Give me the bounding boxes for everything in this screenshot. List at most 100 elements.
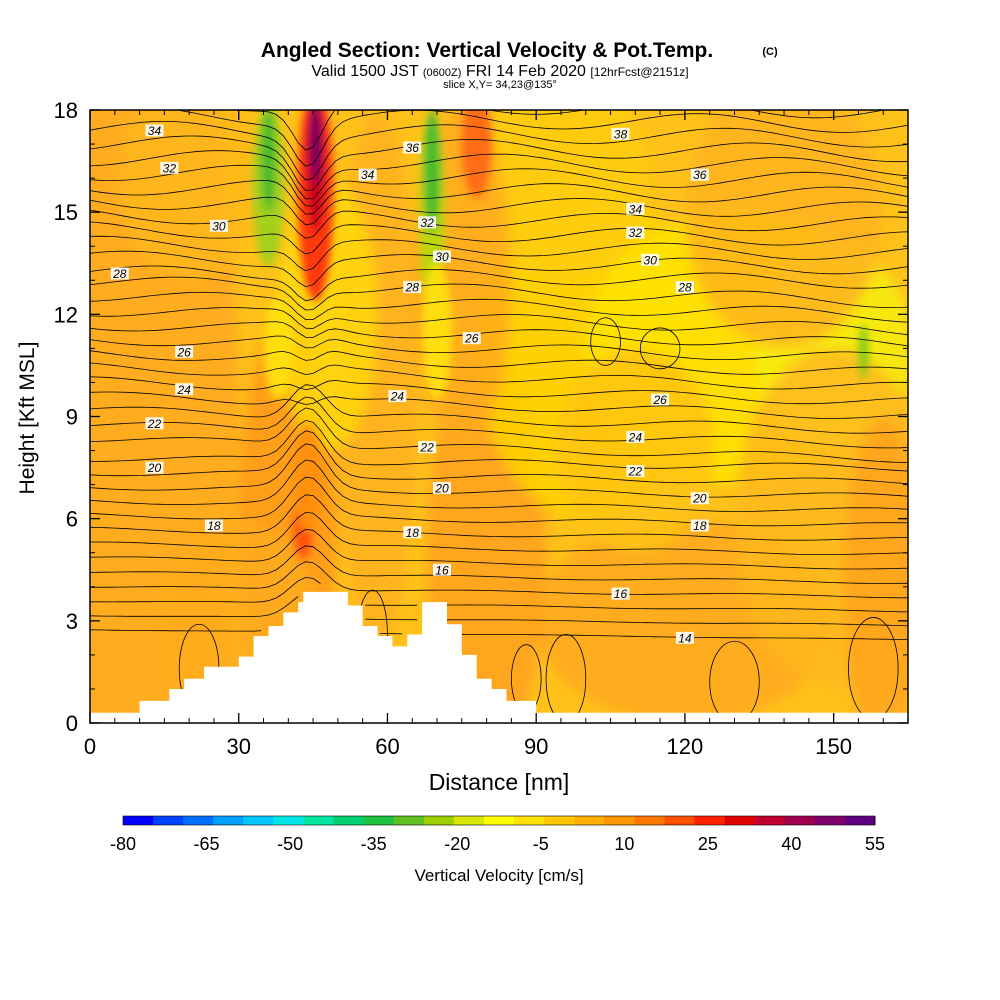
theta-contour-label: 18 bbox=[403, 526, 422, 540]
colorbar-tick-label: -5 bbox=[533, 834, 549, 854]
velocity-region bbox=[471, 110, 651, 281]
colorbar-swatch bbox=[724, 816, 756, 825]
theta-contour-cell bbox=[590, 317, 621, 366]
theta-contour-label: 24 bbox=[626, 430, 645, 444]
colorbar-swatch bbox=[363, 816, 395, 825]
theta-contour-label: 34 bbox=[626, 202, 645, 216]
updraft-core bbox=[461, 110, 492, 199]
svg-text:22: 22 bbox=[419, 441, 434, 455]
x-tick-label: 30 bbox=[226, 734, 250, 759]
svg-text:28: 28 bbox=[112, 267, 127, 281]
theta-contour-line bbox=[90, 459, 908, 512]
theta-contour-cell bbox=[639, 327, 681, 370]
svg-text:32: 32 bbox=[163, 161, 177, 175]
svg-text:34: 34 bbox=[361, 168, 375, 182]
svg-text:18: 18 bbox=[207, 519, 221, 533]
theta-contour-line bbox=[90, 511, 908, 555]
x-tick-label: 0 bbox=[84, 734, 96, 759]
theta-contour-line bbox=[90, 419, 908, 472]
colorbar-tick-label: 55 bbox=[865, 834, 885, 854]
colorbar-swatch bbox=[303, 816, 335, 825]
theta-contour-line bbox=[90, 561, 908, 599]
theta-contour-label: 22 bbox=[145, 417, 164, 431]
svg-text:28: 28 bbox=[405, 281, 420, 295]
colorbar-tick-label: 40 bbox=[781, 834, 801, 854]
theta-contour-line bbox=[90, 545, 908, 584]
theta-contour-line bbox=[90, 350, 908, 375]
svg-text:14: 14 bbox=[678, 631, 692, 645]
chart-subtitle: Valid 1500 JST (0600Z) FRI 14 Feb 2020 [… bbox=[311, 63, 688, 80]
colorbar-swatch bbox=[183, 816, 214, 825]
theta-contour-line bbox=[90, 150, 908, 200]
theta-contour-label: 16 bbox=[611, 587, 630, 601]
theta-contour-label: 32 bbox=[626, 226, 645, 240]
theta-contour-line bbox=[90, 164, 908, 207]
colorbar-swatch bbox=[123, 816, 154, 825]
svg-text:30: 30 bbox=[644, 253, 658, 267]
theta-contour-label: 34 bbox=[145, 124, 164, 138]
svg-text:30: 30 bbox=[435, 250, 449, 264]
theta-contour-label: 32 bbox=[160, 161, 179, 175]
colorbar-swatch bbox=[333, 816, 365, 825]
theta-contour-label: 32 bbox=[418, 216, 437, 230]
theta-contour-label: 28 bbox=[403, 281, 422, 295]
theta-contour-line bbox=[90, 276, 908, 311]
colorbar-frame bbox=[122, 815, 876, 826]
svg-text:26: 26 bbox=[177, 345, 192, 359]
theta-contour-line bbox=[90, 528, 908, 570]
svg-text:24: 24 bbox=[390, 390, 405, 404]
x-axis: 0 30 60 90 120 150 bbox=[84, 110, 884, 759]
svg-text:38: 38 bbox=[614, 127, 628, 141]
theta-contour-label: 24 bbox=[388, 390, 407, 404]
x-tick-label: 120 bbox=[667, 734, 704, 759]
theta-contour-line bbox=[90, 321, 908, 347]
svg-text:18: 18 bbox=[406, 526, 420, 540]
theta-contour-label: 20 bbox=[432, 482, 451, 496]
theta-contour-label: 22 bbox=[418, 441, 437, 455]
colorbar-label: Vertical Velocity [cm/s] bbox=[414, 866, 583, 885]
updraft-core bbox=[261, 110, 276, 213]
subtitle-utc: (0600Z) bbox=[423, 67, 462, 79]
y-tick-label: 0 bbox=[66, 711, 78, 736]
theta-contour-line bbox=[90, 135, 908, 192]
svg-text:22: 22 bbox=[147, 417, 162, 431]
theta-contour-line bbox=[90, 196, 908, 226]
theta-contour-cell bbox=[709, 640, 760, 723]
velocity-region bbox=[119, 110, 259, 281]
colorbar: -80 -65 -50 -35 -20 -5 10 25 40 55 bbox=[110, 815, 885, 854]
colorbar-swatch bbox=[453, 816, 485, 825]
svg-text:16: 16 bbox=[614, 587, 628, 601]
theta-contour-label: 36 bbox=[690, 168, 709, 182]
theta-contour-label: 28 bbox=[110, 267, 129, 281]
theta-contour-line bbox=[90, 494, 908, 541]
theta-contour-label: 28 bbox=[675, 281, 694, 295]
svg-text:34: 34 bbox=[148, 124, 162, 138]
x-tick-label: 150 bbox=[815, 734, 852, 759]
theta-contour-line bbox=[90, 179, 908, 215]
updraft-core bbox=[424, 110, 441, 233]
colorbar-tick-label: -80 bbox=[110, 834, 136, 854]
theta-contour-line bbox=[90, 221, 908, 255]
plot-area: 3432302826242220183634323028262422201816… bbox=[90, 110, 908, 723]
theta-contour-labels: 3432302826242220183634323028262422201816… bbox=[110, 124, 709, 645]
theta-contour-line bbox=[90, 391, 908, 419]
colorbar-tick-label: -35 bbox=[361, 834, 387, 854]
y-tick-label: 18 bbox=[54, 98, 78, 123]
colorbar-swatch bbox=[784, 816, 816, 825]
theta-contour-label: 24 bbox=[175, 383, 194, 397]
vertical-velocity-field bbox=[90, 110, 908, 723]
theta-contour-cell bbox=[545, 634, 587, 723]
theta-contour-line bbox=[90, 443, 908, 498]
subtitle-fcst: [12hrFcst@2151z] bbox=[590, 65, 688, 79]
subtitle-prefix: Valid 1500 JST bbox=[311, 63, 419, 80]
theta-contour-line bbox=[90, 307, 908, 336]
colorbar-swatch bbox=[483, 816, 515, 825]
svg-text:34: 34 bbox=[629, 202, 643, 216]
velocity-region bbox=[556, 348, 715, 553]
theta-contour-line bbox=[90, 335, 908, 361]
terrain bbox=[90, 591, 908, 723]
svg-text:28: 28 bbox=[677, 281, 692, 295]
colorbar-swatch bbox=[574, 816, 605, 825]
theta-contour-label: 20 bbox=[145, 461, 164, 475]
